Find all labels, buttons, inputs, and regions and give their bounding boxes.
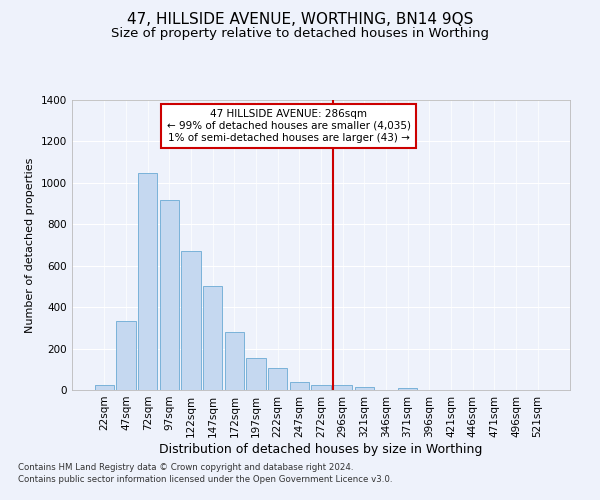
- Bar: [116, 320, 136, 390]
- Bar: [311, 385, 331, 390]
- Bar: [203, 286, 223, 390]
- Bar: [290, 382, 309, 390]
- Text: Size of property relative to detached houses in Worthing: Size of property relative to detached ho…: [111, 28, 489, 40]
- Text: 47 HILLSIDE AVENUE: 286sqm
← 99% of detached houses are smaller (4,035)
1% of se: 47 HILLSIDE AVENUE: 286sqm ← 99% of deta…: [167, 110, 410, 142]
- Bar: [181, 251, 201, 390]
- Bar: [224, 332, 244, 390]
- Text: Contains public sector information licensed under the Open Government Licence v3: Contains public sector information licen…: [18, 475, 392, 484]
- Text: Contains HM Land Registry data © Crown copyright and database right 2024.: Contains HM Land Registry data © Crown c…: [18, 464, 353, 472]
- Bar: [398, 388, 418, 390]
- Bar: [333, 386, 352, 390]
- Bar: [160, 200, 179, 390]
- Y-axis label: Number of detached properties: Number of detached properties: [25, 158, 35, 332]
- Bar: [95, 386, 114, 390]
- Bar: [355, 386, 374, 390]
- Bar: [246, 358, 266, 390]
- Bar: [268, 368, 287, 390]
- Text: Distribution of detached houses by size in Worthing: Distribution of detached houses by size …: [160, 442, 482, 456]
- Bar: [138, 172, 157, 390]
- Text: 47, HILLSIDE AVENUE, WORTHING, BN14 9QS: 47, HILLSIDE AVENUE, WORTHING, BN14 9QS: [127, 12, 473, 28]
